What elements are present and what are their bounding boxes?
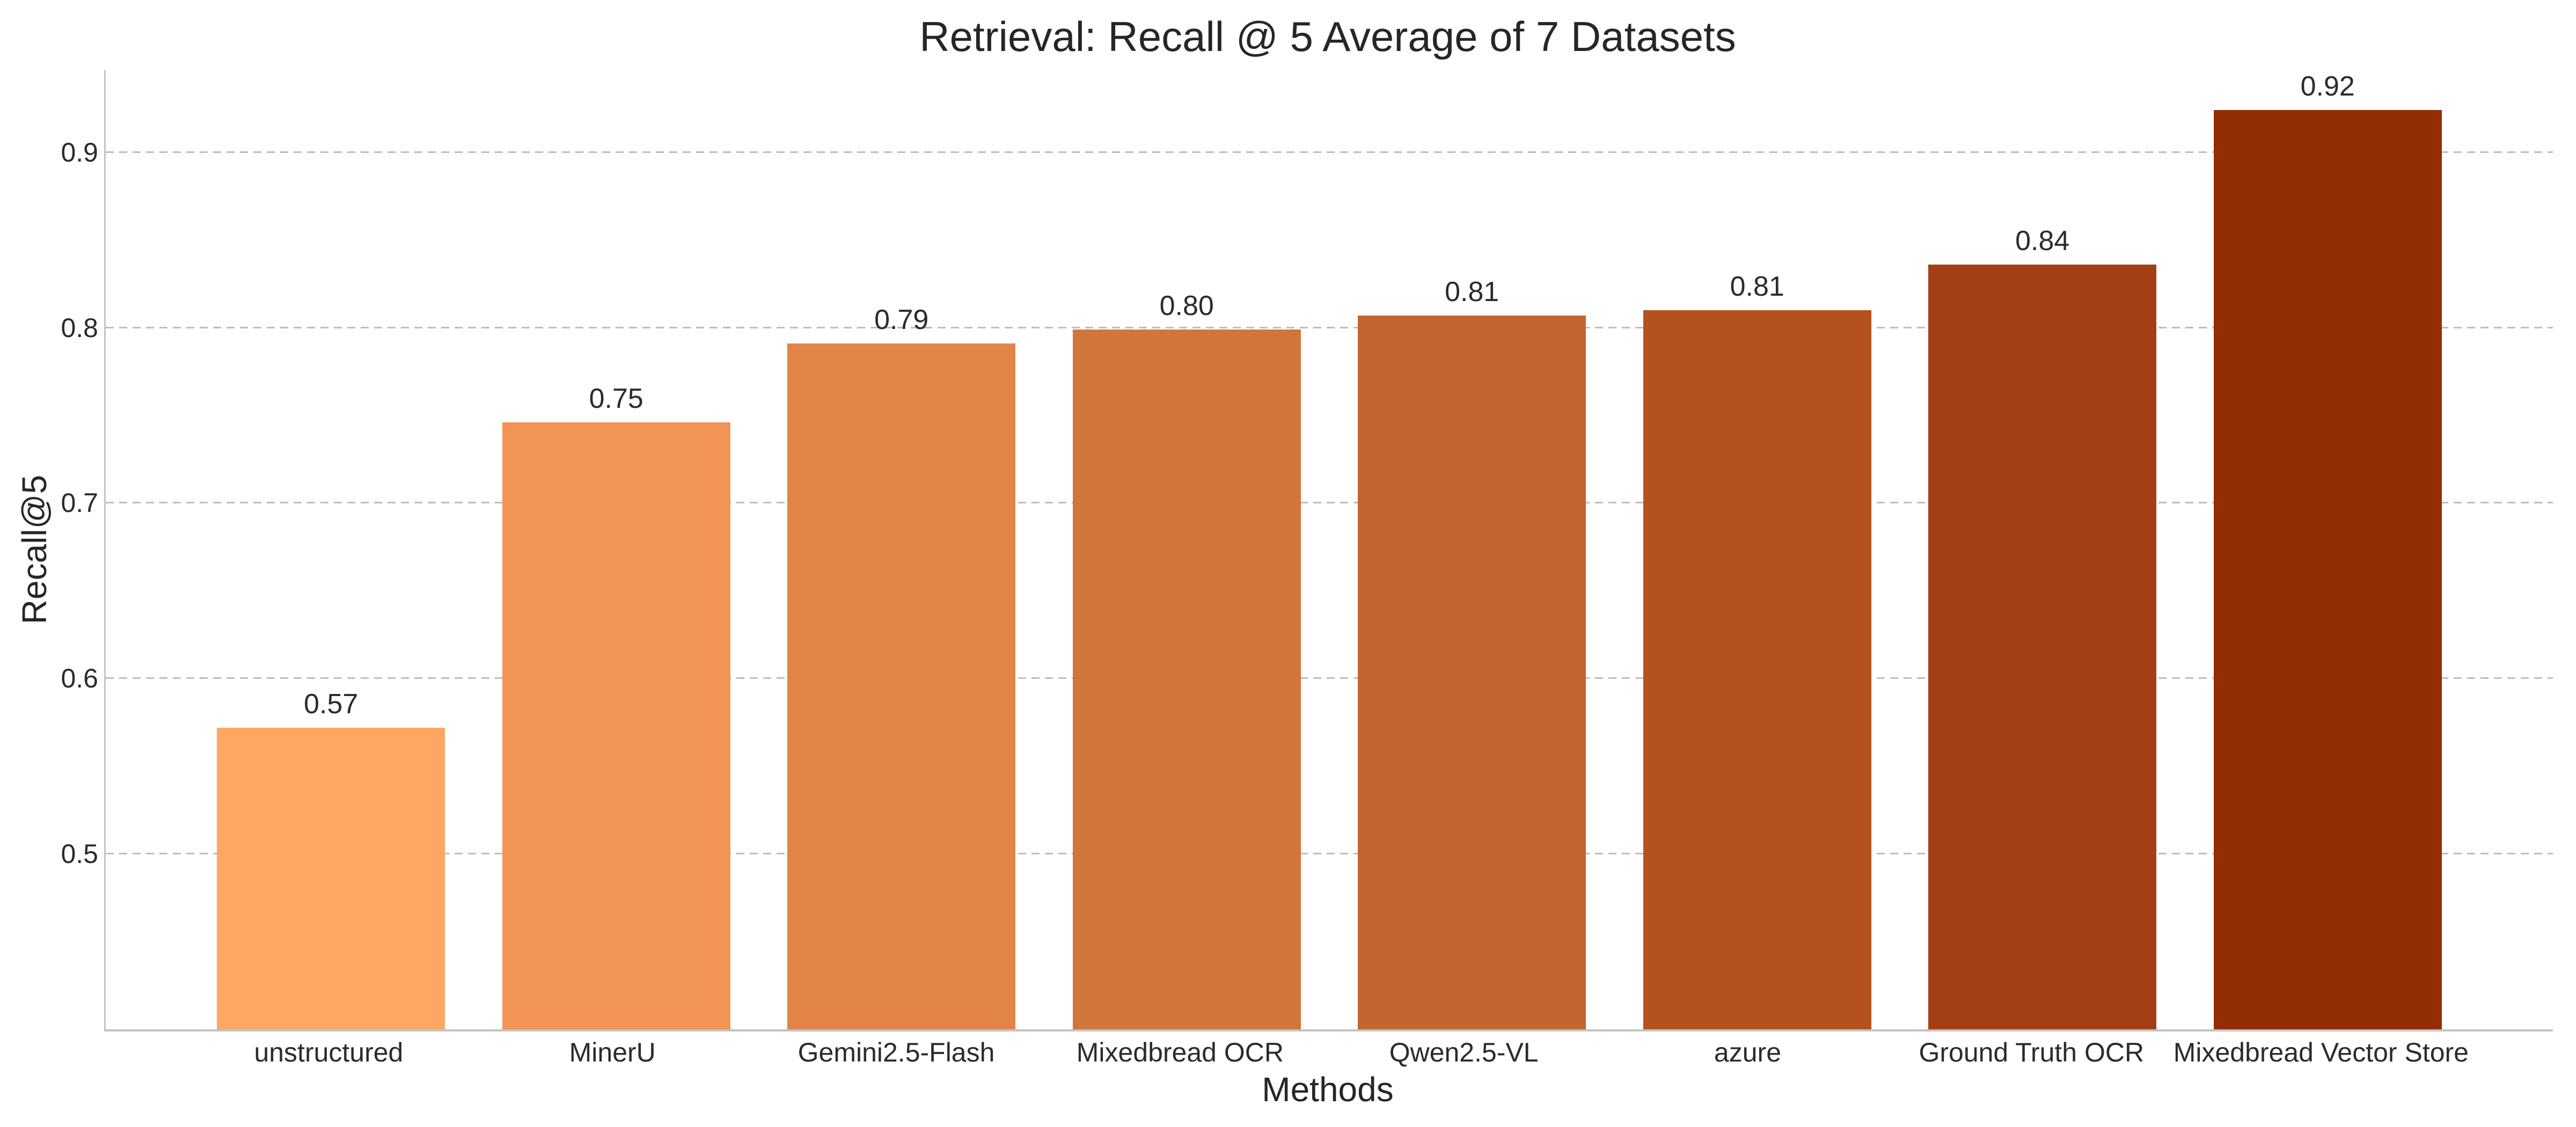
bar-value-label: 0.84 xyxy=(2015,225,2070,257)
bar-slot-0: 0.57 xyxy=(188,690,474,1029)
bar xyxy=(787,343,1016,1029)
bars-layer: 0.57 0.75 0.79 0.80 0.81 0.81 0.84 0.92 xyxy=(106,70,2553,1029)
ytick-label-0.6: 0.6 xyxy=(61,663,98,694)
x-axis-label: Methods xyxy=(1262,1070,1394,1109)
bar-slot-2: 0.79 xyxy=(759,306,1044,1029)
gridline-0.6 xyxy=(106,677,2553,679)
xtick-label: Ground Truth OCR xyxy=(1919,1037,2145,1067)
bar xyxy=(217,727,445,1029)
plot-area: 0.5 0.6 0.7 0.8 0.9 0.57 0.75 0.79 0.80 0.81 0.81… xyxy=(61,70,2553,1031)
bar-slot-6: 0.84 xyxy=(1900,227,2185,1029)
ytick-label-0.8: 0.8 xyxy=(61,312,98,343)
bar-slot-1: 0.75 xyxy=(474,385,759,1029)
bar-slot-4: 0.81 xyxy=(1329,278,1615,1029)
bar-value-label: 0.75 xyxy=(589,383,643,415)
bar-slot-7: 0.92 xyxy=(2185,72,2471,1029)
y-axis-label: Recall@5 xyxy=(15,474,54,625)
bar-value-label: 0.92 xyxy=(2300,71,2355,103)
gridline-0.8 xyxy=(106,326,2553,328)
gridline-0.7 xyxy=(106,502,2553,504)
xtick-label: MinerU xyxy=(569,1037,656,1067)
bar-slot-5: 0.81 xyxy=(1615,273,1900,1029)
xtick-label: unstructured xyxy=(254,1037,404,1067)
bar xyxy=(1643,310,1871,1029)
chart-title: Retrieval: Recall @ 5 Average of 7 Datas… xyxy=(919,13,1736,60)
bar xyxy=(1358,315,1586,1029)
bar-value-label: 0.81 xyxy=(1730,270,1784,302)
bar xyxy=(502,422,730,1029)
bar-slot-3: 0.80 xyxy=(1044,292,1330,1029)
xtick-label: Mixedbread Vector Store xyxy=(2173,1037,2469,1067)
gridline-0.5 xyxy=(106,853,2553,855)
bar xyxy=(2213,110,2442,1029)
bar-value-label: 0.81 xyxy=(1445,276,1499,308)
x-axis-ticks: unstructured MinerU Gemini2.5-Flash Mixedbr… xyxy=(104,1039,2551,1066)
ytick-label-0.9: 0.9 xyxy=(61,137,98,167)
xtick-label: azure xyxy=(1714,1037,1781,1067)
ytick-label-0.5: 0.5 xyxy=(61,839,98,869)
bar-value-label: 0.79 xyxy=(874,304,929,335)
bar xyxy=(1928,264,2157,1029)
bar-value-label: 0.80 xyxy=(1159,290,1214,321)
xtick-label: Mixedbread OCR xyxy=(1076,1037,1284,1067)
bar xyxy=(1072,329,1301,1029)
xtick-label: Gemini2.5-Flash xyxy=(797,1037,995,1067)
xtick-label: Qwen2.5-VL xyxy=(1389,1037,1539,1067)
ytick-label-0.7: 0.7 xyxy=(61,488,98,518)
bar-value-label: 0.57 xyxy=(304,688,358,720)
gridline-0.9 xyxy=(106,151,2553,153)
